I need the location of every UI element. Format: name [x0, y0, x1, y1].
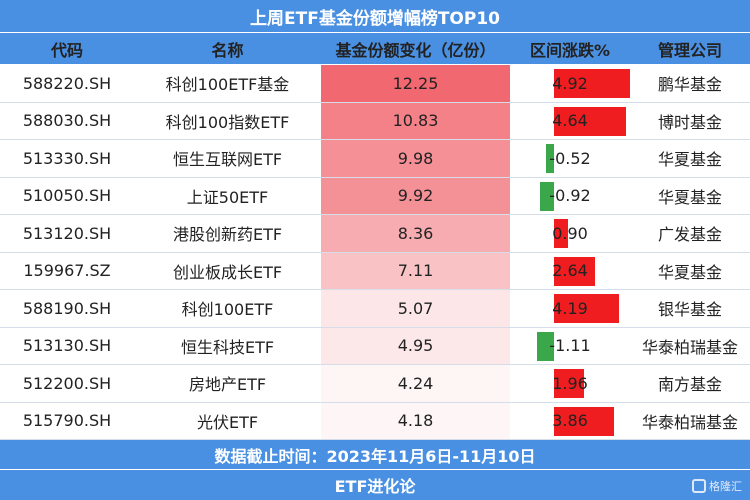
- cell-manager: 华夏基金: [657, 187, 722, 207]
- cell-manager: 博时基金: [657, 112, 722, 132]
- cell-range-change: 4.92: [510, 65, 630, 102]
- header-range-change: 区间涨跌%: [529, 41, 611, 60]
- cell-share-change: 9.92: [321, 177, 510, 214]
- cell-code: 159967.SZ: [23, 261, 111, 281]
- table-header: 代码 名称 基金份额变化（亿份） 区间涨跌% 管理公司: [0, 32, 750, 64]
- cell-share-change: 4.18: [321, 402, 510, 439]
- cell-manager: 广发基金: [657, 225, 722, 245]
- cell-share-change: 7.11: [321, 252, 510, 289]
- cell-manager: 华泰柏瑞基金: [641, 337, 738, 357]
- range-change-value: 3.86: [552, 411, 588, 431]
- cell-share-change: 10.83: [321, 102, 510, 139]
- cell-name: 上证50ETF: [186, 187, 269, 207]
- table-row: 588190.SH 科创100ETF 5.07 4.19 银华基金: [0, 290, 750, 328]
- table-row: 588030.SH 科创100指数ETF 10.83 4.64 博时基金: [0, 102, 750, 140]
- range-change-bar: [554, 406, 614, 436]
- cell-manager: 鹏华基金: [657, 75, 722, 95]
- range-change-value: 4.92: [552, 73, 588, 93]
- range-change-bar: [545, 144, 554, 173]
- cell-code: 513120.SH: [22, 223, 112, 243]
- cell-code: 513130.SH: [22, 336, 112, 356]
- range-change-value: -1.11: [549, 336, 591, 356]
- header-name: 名称: [211, 41, 244, 60]
- cell-range-change: 1.96: [510, 365, 630, 402]
- cell-range-change: 4.64: [510, 103, 630, 140]
- table-row: 588220.SH 科创100ETF基金 12.25 4.92 鹏华基金: [0, 65, 750, 103]
- table-row: 515790.SH 光伏ETF 4.18 3.86 华泰柏瑞基金: [0, 402, 750, 440]
- cell-name: 光伏ETF: [196, 412, 259, 432]
- table-title: 上周ETF基金份额增幅榜TOP10: [0, 0, 750, 32]
- cell-name: 科创100指数ETF: [165, 112, 290, 132]
- cell-code: 513330.SH: [22, 148, 112, 168]
- table-row: 513330.SH 恒生互联网ETF 9.98 -0.52 华夏基金: [0, 140, 750, 178]
- cell-range-change: 3.86: [510, 403, 630, 440]
- table-row: 513130.SH 恒生科技ETF 4.95 -1.11 华泰柏瑞基金: [0, 327, 750, 365]
- cell-name: 科创100ETF: [181, 300, 274, 320]
- logo-icon: [692, 479, 706, 493]
- cell-name: 科创100ETF基金: [165, 75, 290, 95]
- range-change-bar: [554, 219, 568, 248]
- cell-manager: 华夏基金: [657, 150, 722, 170]
- cell-code: 588190.SH: [22, 298, 112, 318]
- range-change-bar: [554, 69, 630, 98]
- cell-name: 港股创新药ETF: [172, 225, 283, 245]
- cell-range-change: 4.19: [510, 290, 630, 327]
- cell-range-change: 0.90: [510, 215, 630, 252]
- table-row: 513120.SH 港股创新药ETF 8.36 0.90 广发基金: [0, 215, 750, 253]
- cell-manager: 华泰柏瑞基金: [641, 412, 738, 432]
- range-change-bar: [554, 106, 626, 136]
- cell-code: 515790.SH: [22, 411, 112, 431]
- table-row: 510050.SH 上证50ETF 9.92 -0.92 华夏基金: [0, 177, 750, 215]
- watermark: 格隆汇: [692, 476, 742, 496]
- range-change-bar: [539, 181, 554, 211]
- range-change-value: 4.19: [552, 298, 588, 318]
- data-date-range: 数据截止时间：2023年11月6日-11月10日: [0, 440, 750, 470]
- range-change-value: 2.64: [552, 261, 588, 281]
- range-change-value: -0.92: [549, 186, 591, 206]
- cell-manager: 华夏基金: [657, 262, 722, 282]
- cell-code: 510050.SH: [22, 186, 112, 206]
- range-change-bar: [554, 256, 595, 286]
- range-change-bar: [536, 331, 554, 361]
- cell-range-change: -1.11: [510, 328, 630, 365]
- range-change-value: -0.52: [549, 148, 591, 168]
- cell-share-change: 4.24: [321, 365, 510, 402]
- watermark-text: 格隆汇: [709, 480, 742, 493]
- table-row: 159967.SZ 创业板成长ETF 7.11 2.64 华夏基金: [0, 252, 750, 290]
- cell-manager: 南方基金: [657, 375, 722, 395]
- cell-name: 恒生互联网ETF: [172, 150, 283, 170]
- cell-share-change: 12.25: [321, 65, 510, 102]
- cell-manager: 银华基金: [657, 300, 722, 320]
- cell-code: 512200.SH: [22, 373, 112, 393]
- header-code: 代码: [50, 41, 83, 60]
- header-manager: 管理公司: [657, 41, 722, 60]
- header-share-change: 基金份额变化（亿份）: [335, 41, 496, 60]
- cell-share-change: 9.98: [321, 140, 510, 177]
- cell-share-change: 4.95: [321, 327, 510, 364]
- cell-name: 创业板成长ETF: [172, 262, 283, 282]
- range-change-bar: [554, 294, 619, 323]
- table-row: 512200.SH 房地产ETF 4.24 1.96 南方基金: [0, 365, 750, 403]
- range-change-value: 4.64: [552, 111, 588, 131]
- range-change-value: 0.90: [552, 223, 588, 243]
- cell-range-change: -0.52: [510, 140, 630, 177]
- cell-range-change: 2.64: [510, 253, 630, 290]
- cell-name: 房地产ETF: [188, 375, 267, 395]
- range-change-value: 1.96: [552, 373, 588, 393]
- cell-code: 588220.SH: [22, 73, 112, 93]
- cell-name: 恒生科技ETF: [180, 337, 275, 357]
- cell-share-change: 5.07: [321, 290, 510, 327]
- range-change-bar: [554, 369, 585, 398]
- table-body: 588220.SH 科创100ETF基金 12.25 4.92 鹏华基金 588030.S…: [0, 65, 750, 440]
- cell-share-change: 8.36: [321, 215, 510, 252]
- data-source: ETF进化论: [0, 470, 750, 500]
- cell-code: 588030.SH: [22, 111, 112, 131]
- cell-range-change: -0.92: [510, 178, 630, 215]
